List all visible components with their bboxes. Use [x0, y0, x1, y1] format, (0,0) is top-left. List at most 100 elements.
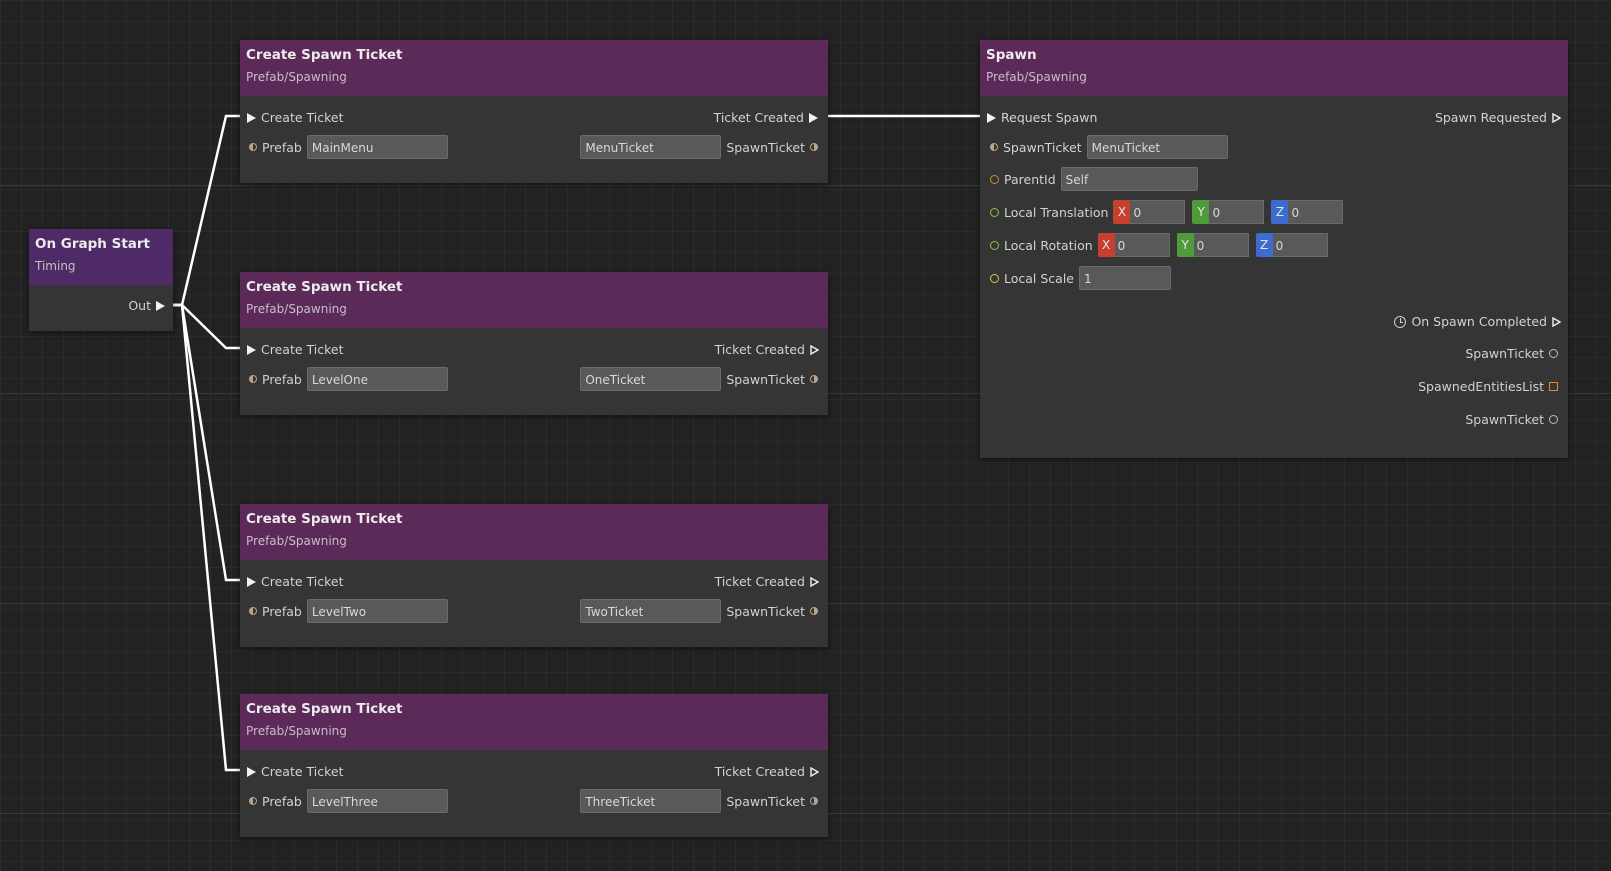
prefab-label: Prefab	[262, 139, 302, 155]
rotation-x-value[interactable]: 0	[1114, 233, 1170, 257]
on-graph-start-node[interactable]: On Graph Start Timing Out	[29, 229, 173, 331]
translation-z-value[interactable]: 0	[1288, 200, 1344, 224]
node-header[interactable]: Spawn Prefab/Spawning	[980, 40, 1568, 96]
spawn-ticket-label: SpawnTicket	[1003, 139, 1082, 155]
wire-start-to-create-4	[167, 303, 240, 772]
wire-start-to-create-2	[167, 303, 240, 350]
node-header[interactable]: Create Spawn Ticket Prefab/Spawning	[240, 504, 828, 560]
create-ticket-label: Create Ticket	[261, 342, 344, 357]
exec-out-pin-icon[interactable]	[1552, 316, 1561, 327]
spawn-ticket-slot: TwoTicket SpawnTicket	[580, 599, 818, 623]
ticket-created-slot: Ticket Created	[715, 764, 819, 779]
spawn-ticket-label: SpawnTicket	[726, 371, 805, 387]
exec-out-pin-icon[interactable]	[1552, 112, 1561, 123]
spawn-ticket-field[interactable]: OneTicket	[580, 367, 722, 391]
spawn-ticket-field[interactable]: MenuTicket	[1086, 135, 1228, 159]
rotation-y-value[interactable]: 0	[1193, 233, 1249, 257]
exec-out-pin-icon[interactable]	[810, 344, 819, 355]
rotation-z-value[interactable]: 0	[1272, 233, 1328, 257]
request-spawn-slot: Request Spawn	[987, 110, 1097, 125]
spawn-ticket-field[interactable]: ThreeTicket	[580, 789, 722, 813]
node-header[interactable]: Create Spawn Ticket Prefab/Spawning	[240, 272, 828, 328]
prefab-label: Prefab	[262, 793, 302, 809]
exec-in-pin-icon[interactable]	[247, 766, 256, 777]
node-category: Prefab/Spawning	[246, 534, 347, 548]
prefab-field[interactable]: LevelOne	[306, 367, 448, 391]
spawn-requested-label: Spawn Requested	[1434, 110, 1547, 125]
node-header[interactable]: On Graph Start Timing	[29, 229, 173, 285]
node-header[interactable]: Create Spawn Ticket Prefab/Spawning	[240, 694, 828, 750]
exec-out-pin-icon[interactable]	[810, 766, 819, 777]
spawn-ticket-field[interactable]: MenuTicket	[580, 135, 722, 159]
out-spawn-ticket-2-pin-icon[interactable]	[1549, 415, 1558, 424]
prefab-pin-icon[interactable]	[249, 375, 257, 383]
parent-id-slot: ParentId Self	[990, 167, 1198, 191]
out-spawn-ticket-pin-icon[interactable]	[1549, 349, 1558, 358]
local-scale-slot: Local Scale 1	[990, 266, 1172, 290]
spawn-ticket-slot: OneTicket SpawnTicket	[580, 367, 818, 391]
local-translation-label: Local Translation	[1004, 204, 1109, 220]
local-rotation-label: Local Rotation	[1004, 237, 1093, 253]
prefab-pin-icon[interactable]	[249, 607, 257, 615]
spawned-entities-list-pin-icon[interactable]	[1549, 382, 1558, 391]
create-spawn-ticket-node-levelthree[interactable]: Create Spawn Ticket Prefab/Spawning Crea…	[240, 694, 828, 837]
out-label: Out	[128, 298, 151, 313]
spawn-ticket-label: SpawnTicket	[726, 793, 805, 809]
exec-in-pin-icon[interactable]	[987, 112, 996, 123]
spawn-ticket-field[interactable]: TwoTicket	[580, 599, 722, 623]
create-spawn-ticket-node-mainmenu[interactable]: Create Spawn Ticket Prefab/Spawning Crea…	[240, 40, 828, 183]
z-axis-label: Z	[1271, 200, 1289, 224]
node-header[interactable]: Create Spawn Ticket Prefab/Spawning	[240, 40, 828, 96]
node-title: Spawn	[986, 47, 1037, 63]
create-ticket-label: Create Ticket	[261, 110, 344, 125]
out-spawn-ticket-label: SpawnTicket	[1465, 346, 1544, 361]
exec-out-pin-icon[interactable]	[809, 112, 818, 123]
spawn-node[interactable]: Spawn Prefab/Spawning Request Spawn Spaw…	[980, 40, 1568, 458]
translation-y-value[interactable]: 0	[1209, 200, 1265, 224]
create-spawn-ticket-node-levelone[interactable]: Create Spawn Ticket Prefab/Spawning Crea…	[240, 272, 828, 415]
parent-id-pin-icon[interactable]	[990, 174, 999, 184]
local-scale-field[interactable]: 1	[1079, 266, 1172, 290]
create-ticket-label: Create Ticket	[261, 764, 344, 779]
create-spawn-ticket-node-leveltwo[interactable]: Create Spawn Ticket Prefab/Spawning Crea…	[240, 504, 828, 647]
ticket-created-label: Ticket Created	[714, 342, 805, 357]
on-spawn-completed-slot: On Spawn Completed	[1394, 314, 1561, 329]
request-spawn-label: Request Spawn	[1001, 110, 1098, 125]
spawn-ticket-pin-icon[interactable]	[810, 143, 818, 151]
exec-out-pin-icon[interactable]	[810, 576, 819, 587]
local-rotation-pin-icon[interactable]	[990, 240, 999, 250]
spawned-entities-list-label: SpawnedEntitiesList	[1418, 379, 1544, 394]
node-title: Create Spawn Ticket	[246, 47, 403, 63]
spawn-ticket-pin-icon[interactable]	[810, 375, 818, 383]
prefab-field[interactable]: MainMenu	[306, 135, 448, 159]
prefab-pin-icon[interactable]	[249, 797, 257, 805]
exec-in-pin-icon[interactable]	[247, 344, 256, 355]
out-spawn-ticket-slot: SpawnTicket	[1465, 346, 1558, 361]
prefab-field[interactable]: LevelTwo	[306, 599, 448, 623]
prefab-field[interactable]: LevelThree	[306, 789, 448, 813]
spawn-ticket-label: SpawnTicket	[726, 139, 805, 155]
exec-in-pin-icon[interactable]	[247, 576, 256, 587]
local-translation-pin-icon[interactable]	[990, 207, 999, 217]
exec-out-pin-icon[interactable]	[156, 300, 165, 311]
y-axis-label: Y	[1192, 200, 1210, 224]
local-scale-pin-icon[interactable]	[990, 273, 999, 283]
local-scale-label: Local Scale	[1004, 270, 1075, 286]
prefab-slot: Prefab LevelThree	[249, 789, 448, 813]
spawn-ticket-label: SpawnTicket	[726, 603, 805, 619]
spawn-ticket-pin-icon[interactable]	[810, 607, 818, 615]
parent-id-field[interactable]: Self	[1060, 167, 1198, 191]
spawn-ticket-pin-icon[interactable]	[990, 143, 998, 151]
prefab-pin-icon[interactable]	[249, 143, 257, 151]
exec-in-pin-icon[interactable]	[247, 112, 256, 123]
out-spawn-ticket-2-label: SpawnTicket	[1465, 412, 1544, 427]
spawn-ticket-pin-icon[interactable]	[810, 797, 818, 805]
translation-x-value[interactable]: 0	[1130, 200, 1186, 224]
